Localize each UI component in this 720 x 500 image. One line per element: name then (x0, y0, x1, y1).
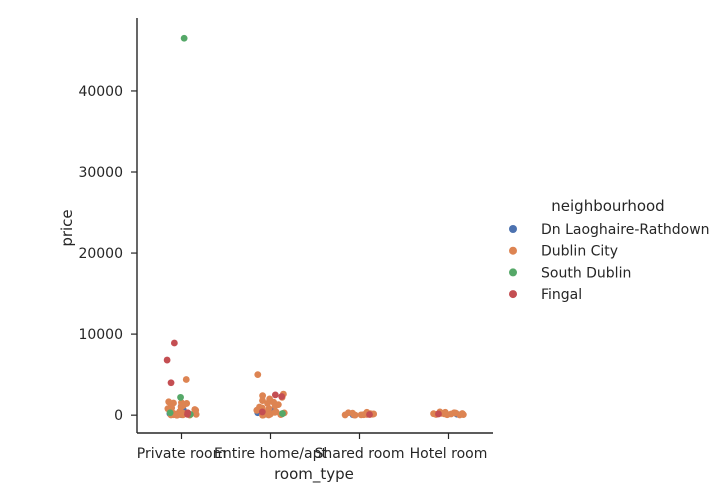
legend-title: neighbourhood (551, 197, 664, 215)
point-fingal (163, 356, 171, 364)
point-dublin-city (341, 411, 349, 419)
x-tick-label: Private room (137, 446, 226, 462)
x-tick-label: Shared room (315, 446, 405, 462)
point-south-dublin (177, 393, 184, 401)
point-south-dublin (279, 410, 286, 417)
point-south-dublin (166, 409, 174, 417)
y-tick-label: 30000 (78, 165, 123, 181)
point-fingal (366, 411, 373, 418)
y-tick-label: 40000 (78, 84, 123, 100)
point-fingal (258, 408, 266, 416)
point-fingal (167, 379, 175, 387)
point-dublin-city (271, 402, 279, 410)
point-south-dublin (180, 34, 188, 42)
points-layer (163, 34, 467, 419)
y-axis-label: price (58, 209, 76, 246)
legend-marker-south-dublin (509, 268, 517, 277)
legend: neighbourhood Dn Laoghaire-Rathdown Dubli… (509, 197, 710, 303)
point-dublin-city (265, 411, 273, 419)
legend-marker-dn-laoghaire-rathdown (509, 225, 517, 233)
point-dublin-city (259, 392, 266, 400)
point-dublin-city (264, 400, 271, 407)
x-tick-label: Entire home/apt (214, 446, 327, 462)
point-dublin-city (173, 411, 181, 419)
legend-label-dn-laoghaire-rathdown: Dn Laoghaire-Rathdown (541, 222, 710, 238)
y-tick-label: 10000 (78, 327, 123, 343)
point-fingal (170, 339, 178, 347)
legend-marker-fingal (509, 290, 517, 299)
point-fingal (435, 410, 442, 418)
point-dublin-city (192, 410, 200, 418)
legend-label-fingal: Fingal (541, 287, 582, 303)
x-axis-label: room_type (274, 465, 354, 484)
point-dublin-city (351, 411, 359, 419)
point-fingal (278, 393, 286, 400)
legend-label-dublin-city: Dublin City (541, 244, 618, 260)
point-fingal (184, 410, 191, 418)
point-dublin-city (456, 411, 464, 419)
y-ticks: 0 10000 20000 30000 40000 (78, 84, 137, 424)
legend-label-south-dublin: South Dublin (541, 265, 631, 281)
point-dublin-city (357, 411, 365, 419)
point-dublin-city (254, 371, 262, 379)
point-dublin-city (253, 406, 261, 414)
point-fingal (271, 391, 279, 399)
point-dublin-city (443, 411, 451, 419)
point-dublin-city (259, 397, 266, 404)
point-dublin-city (182, 376, 190, 383)
y-tick-label: 20000 (78, 246, 123, 262)
x-tick-label: Hotel room (410, 446, 488, 462)
legend-marker-dublin-city (509, 246, 517, 255)
y-tick-label: 0 (114, 408, 123, 424)
